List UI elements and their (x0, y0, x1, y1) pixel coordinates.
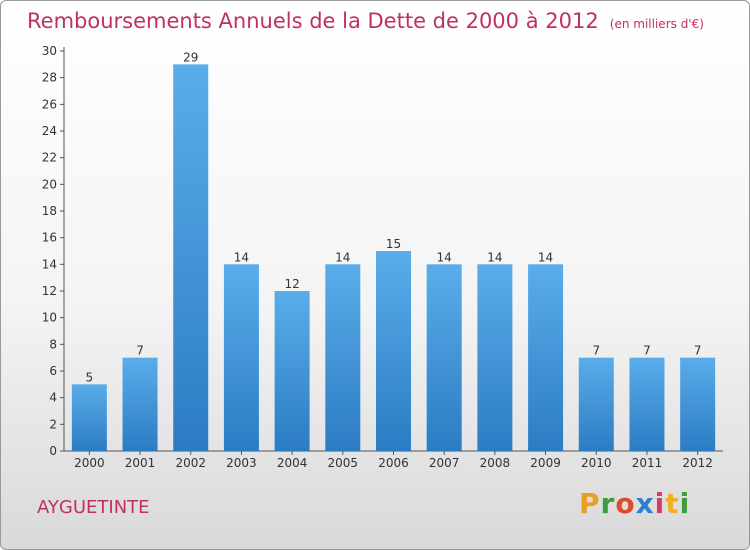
x-tick-label: 2012 (682, 456, 713, 470)
x-tick-label: 2001 (125, 456, 156, 470)
y-tick-label: 20 (42, 177, 57, 191)
proxiti-logo: Proxiti (579, 487, 690, 520)
data-label: 7 (694, 344, 702, 358)
logo-letter: x (635, 487, 655, 520)
y-tick-label: 30 (42, 44, 57, 58)
y-tick-label: 16 (42, 231, 57, 245)
bar (376, 251, 411, 451)
bar (71, 384, 107, 451)
logo-letter: P (579, 487, 601, 520)
data-label: 5 (86, 370, 94, 384)
x-tick-label: 2004 (277, 456, 308, 470)
bar (426, 264, 462, 451)
y-tick-label: 24 (42, 124, 57, 138)
bar (477, 264, 513, 451)
x-tick-label: 2006 (378, 456, 409, 470)
logo-letter: o (615, 487, 636, 520)
bar (325, 264, 361, 451)
logo-letter: t (665, 487, 680, 520)
x-tick-label: 2010 (581, 456, 612, 470)
y-tick-label: 12 (42, 284, 57, 298)
data-label: 7 (643, 344, 651, 358)
y-tick-label: 0 (49, 444, 57, 458)
y-tick-label: 2 (49, 417, 57, 431)
y-tick-label: 18 (42, 204, 57, 218)
y-tick-label: 28 (42, 71, 57, 85)
y-tick-label: 14 (42, 257, 57, 271)
x-tick-label: 2002 (175, 456, 206, 470)
bar (122, 357, 158, 451)
data-label: 29 (183, 50, 198, 64)
logo-letter: i (654, 487, 666, 520)
data-label: 7 (592, 344, 600, 358)
bar (274, 291, 310, 451)
data-label: 12 (284, 277, 299, 291)
x-tick-label: 2000 (74, 456, 105, 470)
bar (629, 357, 665, 451)
y-tick-label: 8 (49, 337, 57, 351)
logo-letter: i (679, 487, 691, 520)
data-label: 14 (335, 250, 350, 264)
bar (173, 64, 209, 452)
chart-title-block: Remboursements Annuels de la Dette de 20… (27, 9, 704, 33)
x-tick-label: 2003 (226, 456, 257, 470)
y-tick-label: 6 (49, 364, 57, 378)
x-tick-label: 2007 (429, 456, 460, 470)
data-label: 14 (487, 250, 502, 264)
x-tick-label: 2008 (480, 456, 511, 470)
y-tick-label: 4 (49, 391, 57, 405)
chart-subtitle: (en milliers d'€) (609, 17, 704, 31)
city-name: AYGUETINTE (37, 497, 150, 518)
logo-letter: r (600, 487, 616, 520)
bar (528, 264, 564, 451)
data-label: 14 (538, 250, 553, 264)
data-label: 7 (136, 344, 144, 358)
y-tick-label: 26 (42, 97, 57, 111)
x-tick-label: 2011 (632, 456, 663, 470)
data-label: 15 (386, 237, 401, 251)
bar (223, 264, 259, 451)
bar (680, 357, 716, 451)
data-label: 14 (437, 250, 452, 264)
bar (578, 357, 614, 451)
y-tick-label: 22 (42, 151, 57, 165)
y-tick-label: 10 (42, 311, 57, 325)
chart-title: Remboursements Annuels de la Dette de 20… (27, 9, 599, 33)
x-tick-label: 2005 (328, 456, 359, 470)
x-tick-label: 2009 (530, 456, 561, 470)
data-label: 14 (234, 250, 249, 264)
